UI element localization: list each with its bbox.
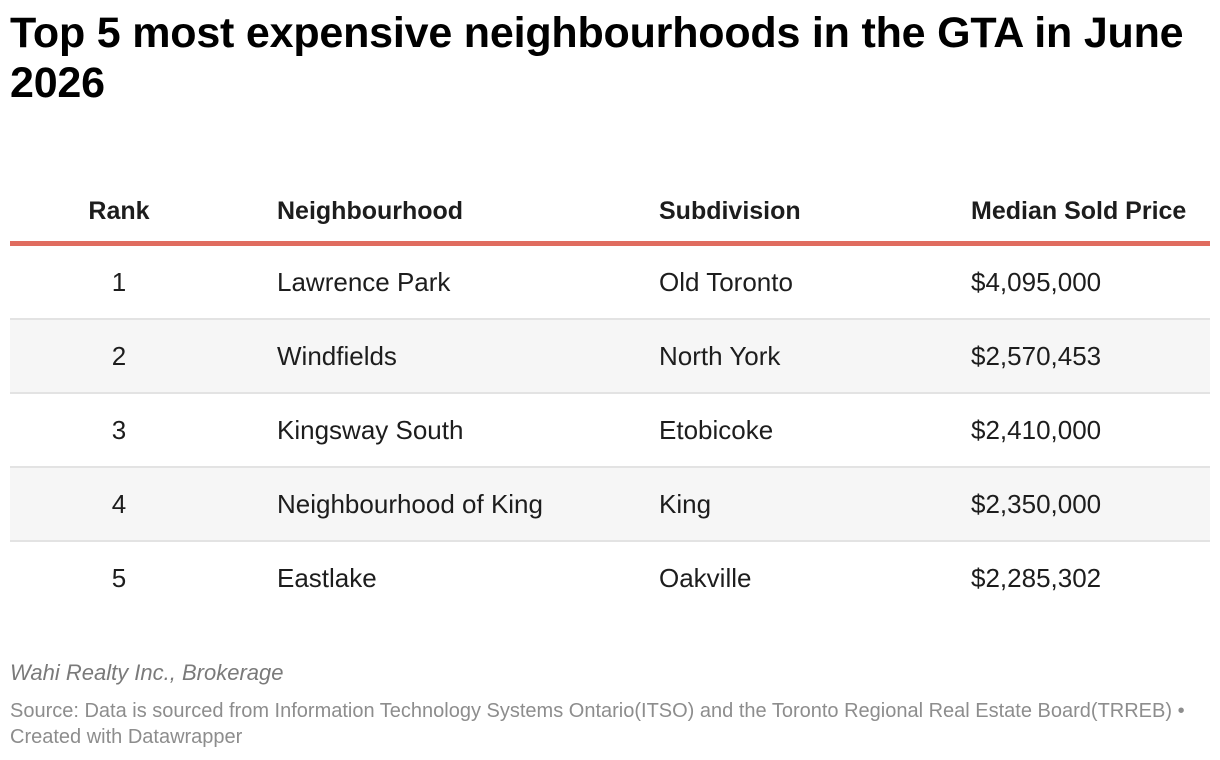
byline: Wahi Realty Inc., Brokerage <box>10 660 284 685</box>
rank-cell: 3 <box>111 415 127 445</box>
table-row: 5 Eastlake Oakville $2,285,302 <box>10 542 1210 616</box>
rank-cell: 2 <box>111 341 127 371</box>
column-header-subdivision[interactable]: Subdivision <box>659 197 801 225</box>
neighbourhood-cell: Windfields <box>277 341 397 371</box>
subdivision-cell: Etobicoke <box>659 415 774 445</box>
data-table: Rank Neighbourhood Subdivision Median So… <box>10 160 1210 616</box>
table-row: 2 Windfields North York $2,570,453 <box>10 320 1210 394</box>
subdivision-cell: King <box>659 489 712 519</box>
rank-cell: 1 <box>111 267 127 297</box>
price-cell: $2,350,000 <box>971 489 1102 519</box>
neighbourhood-cell: Kingsway South <box>277 415 464 445</box>
subdivision-cell: Old Toronto <box>659 267 793 297</box>
neighbourhood-cell: Eastlake <box>277 563 377 593</box>
column-header-rank[interactable]: Rank <box>88 197 150 225</box>
price-cell: $2,410,000 <box>971 415 1102 445</box>
price-cell: $4,095,000 <box>971 267 1102 297</box>
column-header-neighbourhood[interactable]: Neighbourhood <box>277 197 464 225</box>
table-row: 3 Kingsway South Etobicoke $2,410,000 <box>10 394 1210 468</box>
table-row: 1 Lawrence Park Old Toronto $4,095,000 <box>10 246 1210 320</box>
neighbourhood-cell: Neighbourhood of King <box>277 489 543 519</box>
neighbourhood-cell: Lawrence Park <box>277 267 451 297</box>
rank-cell: 4 <box>111 489 127 519</box>
table-header: Rank Neighbourhood Subdivision Median So… <box>10 160 1210 246</box>
subdivision-cell: North York <box>659 341 781 371</box>
source-note: Source: Data is sourced from Information… <box>10 700 1185 748</box>
chart-title: Top 5 most expensive neighbourhoods in t… <box>10 9 1184 107</box>
column-header-median-sold-price[interactable]: Median Sold Price <box>971 197 1187 225</box>
rank-cell: 5 <box>111 563 127 593</box>
table-row: 4 Neighbourhood of King King $2,350,000 <box>10 468 1210 542</box>
price-cell: $2,285,302 <box>971 563 1102 593</box>
subdivision-cell: Oakville <box>659 563 752 593</box>
price-cell: $2,570,453 <box>971 341 1102 371</box>
